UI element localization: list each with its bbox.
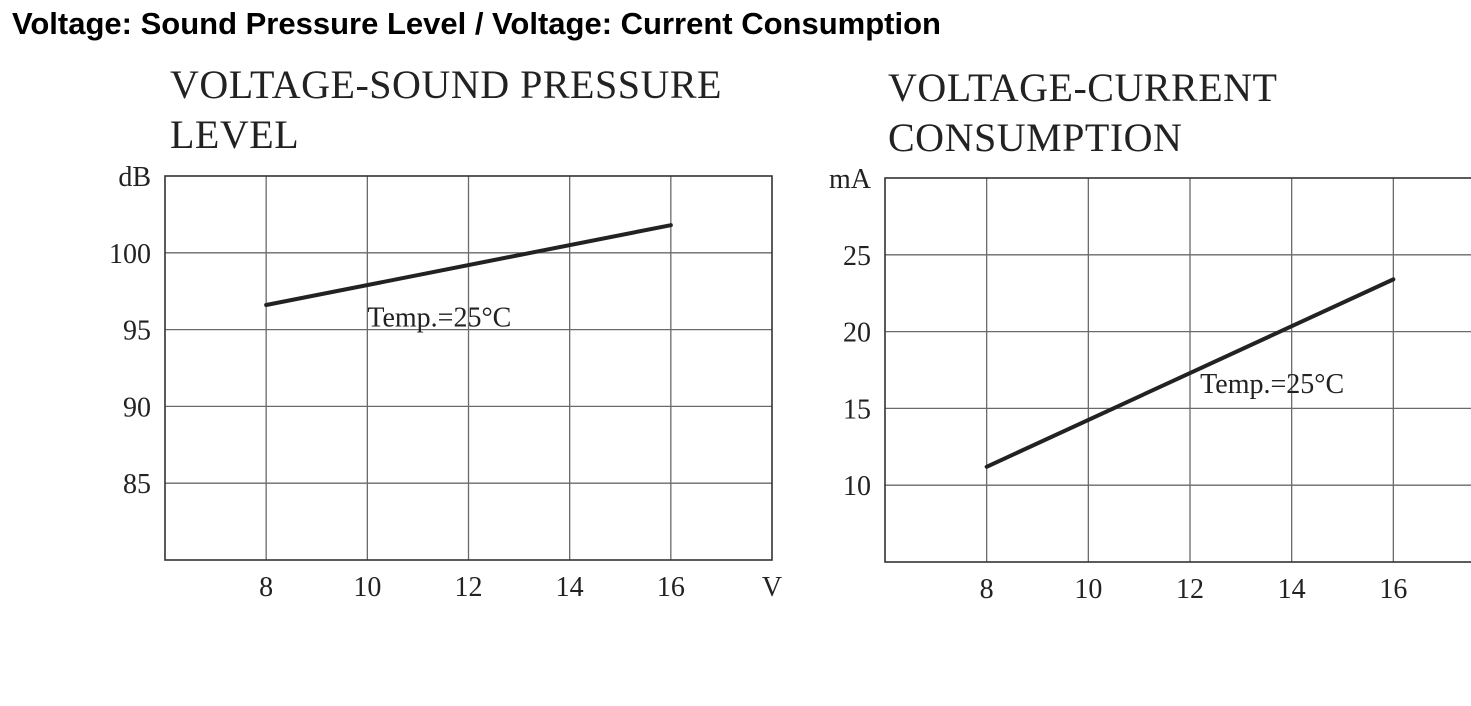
y-axis-label: dB bbox=[118, 162, 151, 193]
series-line bbox=[984, 277, 1396, 469]
plot-frame bbox=[164, 175, 773, 561]
y-tick-label: 100 bbox=[109, 239, 151, 270]
y-tick-label: 90 bbox=[123, 392, 151, 423]
chart-title-current-consumption: VOLTAGE-CURRENT CONSUMPTION bbox=[888, 63, 1277, 163]
x-tick-label: 14 bbox=[1278, 574, 1306, 605]
plot-frame bbox=[884, 177, 1471, 563]
x-tick-label: 10 bbox=[353, 572, 381, 603]
y-tick-label: 25 bbox=[843, 241, 871, 272]
y-tick-label: 85 bbox=[123, 469, 151, 500]
chart-title-line: CONSUMPTION bbox=[888, 115, 1183, 160]
x-tick-label: 12 bbox=[1176, 574, 1204, 605]
page-title: Voltage: Sound Pressure Level / Voltage:… bbox=[12, 6, 941, 41]
temperature-annotation: Temp.=25°C bbox=[367, 303, 511, 334]
x-axis-label: V bbox=[762, 572, 782, 603]
x-tick-label: 16 bbox=[657, 572, 685, 603]
y-tick-label: 95 bbox=[123, 316, 151, 347]
x-tick-label: 10 bbox=[1074, 574, 1102, 605]
x-tick-label: 14 bbox=[556, 572, 584, 603]
y-tick-label: 20 bbox=[843, 318, 871, 349]
temperature-annotation: Temp.=25°C bbox=[1200, 369, 1344, 400]
x-tick-label: 8 bbox=[259, 572, 273, 603]
y-tick-label: 15 bbox=[843, 394, 871, 425]
x-tick-label: 8 bbox=[980, 574, 994, 605]
chart-title-sound-pressure: VOLTAGE-SOUND PRESSURE LEVEL bbox=[170, 60, 722, 160]
y-tick-label: 10 bbox=[843, 471, 871, 502]
x-tick-label: 12 bbox=[455, 572, 483, 603]
y-axis-label: mA bbox=[829, 164, 872, 195]
series-line bbox=[264, 223, 673, 308]
x-tick-label: 16 bbox=[1379, 574, 1407, 605]
chart-title-line: VOLTAGE-CURRENT bbox=[888, 65, 1278, 110]
chart-title-line: VOLTAGE-SOUND PRESSURE bbox=[170, 62, 722, 107]
chart-title-line: LEVEL bbox=[170, 112, 300, 157]
